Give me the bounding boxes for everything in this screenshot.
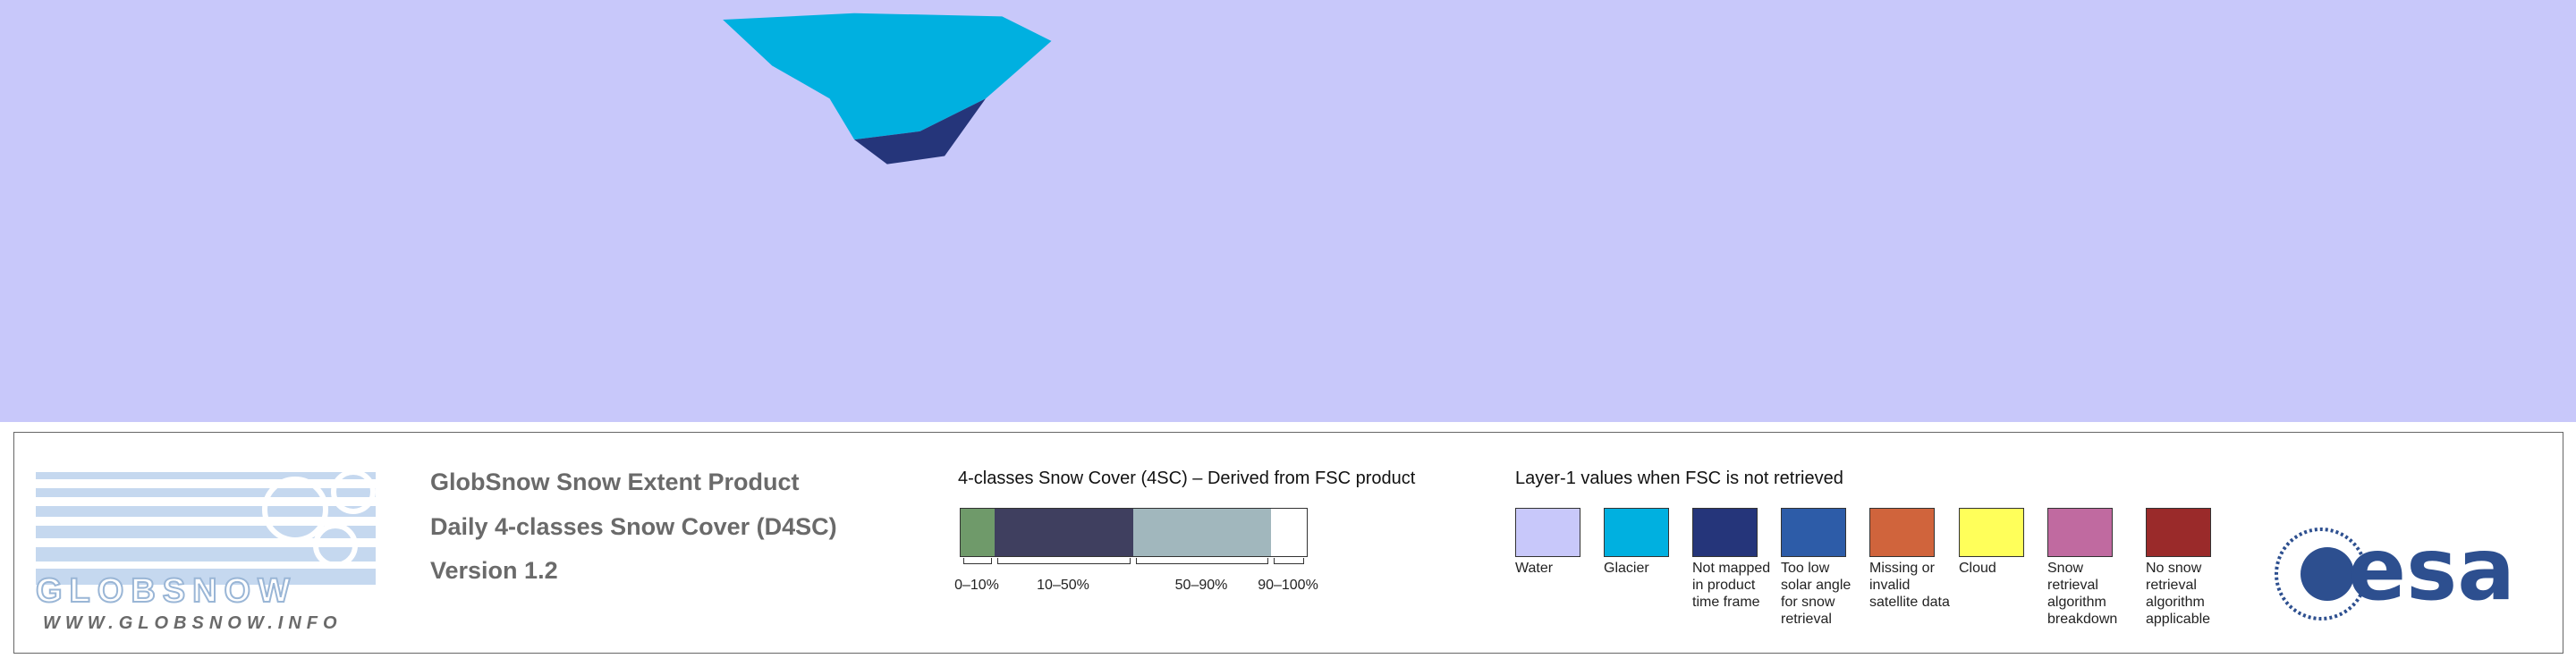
layer1-label: Cloud bbox=[1959, 561, 1996, 576]
layer1-swatch bbox=[1515, 508, 1580, 557]
legend-panel bbox=[13, 432, 2563, 654]
esa-logo: esa bbox=[2275, 523, 2515, 621]
snow-class-bracket bbox=[997, 558, 1131, 564]
snow-class-bracket bbox=[1274, 558, 1304, 564]
layer1-label: Missing or invalid satellite data bbox=[1869, 561, 1950, 610]
layer1-label: Snow retrieval algorithm breakdown bbox=[2047, 561, 2118, 627]
snow-class-swatch bbox=[1133, 509, 1271, 556]
snow-class-label: 0–10% bbox=[954, 578, 999, 593]
layer1-label: Water bbox=[1515, 561, 1554, 576]
snow-legend-title: 4-classes Snow Cover (4SC) – Derived fro… bbox=[958, 469, 1416, 488]
logo-graphic bbox=[36, 469, 376, 585]
product-version: Version 1.2 bbox=[430, 557, 558, 584]
snow-class-swatch bbox=[995, 509, 1133, 556]
layer1-label: Glacier bbox=[1604, 561, 1649, 576]
layer1-swatch bbox=[1959, 508, 2024, 557]
snow-class-swatch bbox=[961, 509, 995, 556]
layer1-swatch bbox=[2047, 508, 2113, 557]
landmass bbox=[723, 13, 1052, 165]
logo-name: GLOBSNOW bbox=[35, 571, 297, 611]
layer1-label: No snow retrieval algorithm applicable bbox=[2146, 561, 2211, 627]
snow-class-label: 90–100% bbox=[1258, 578, 1318, 593]
snow-bar bbox=[960, 508, 1308, 557]
layer1-swatch bbox=[1869, 508, 1935, 557]
layer1-swatch bbox=[2146, 508, 2211, 557]
product-title: GlobSnow Snow Extent Product bbox=[430, 469, 800, 495]
water bbox=[0, 0, 2576, 422]
product-subtitle: Daily 4-classes Snow Cover (D4SC) bbox=[430, 513, 837, 540]
layer1-legend-title: Layer-1 values when FSC is not retrieved bbox=[1515, 469, 1843, 488]
layer1-label: Not mapped in product time frame bbox=[1692, 561, 1771, 610]
esa-text: esa bbox=[2348, 523, 2515, 620]
snow-class-label: 50–90% bbox=[1174, 578, 1228, 593]
layer1-label: Too low solar angle for snow retrieval bbox=[1781, 561, 1852, 627]
snow-class-label: 10–50% bbox=[1037, 578, 1089, 593]
snow-class-bracket bbox=[1136, 558, 1268, 564]
snow-class-bracket bbox=[963, 558, 992, 564]
layer1-swatch bbox=[1604, 508, 1669, 557]
map bbox=[0, 0, 2576, 422]
snow-class-swatch bbox=[1271, 509, 1307, 556]
layer1-swatch bbox=[1781, 508, 1846, 557]
logo-url: WWW.GLOBSNOW.INFO bbox=[43, 613, 343, 633]
layer1-swatch bbox=[1692, 508, 1758, 557]
